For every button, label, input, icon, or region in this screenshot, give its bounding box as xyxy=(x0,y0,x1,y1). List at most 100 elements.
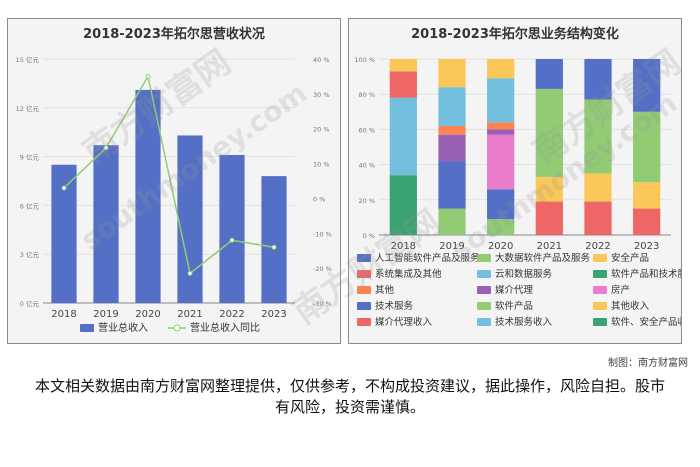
stacked-segment xyxy=(535,176,563,202)
legend-swatch xyxy=(477,302,491,310)
legend-swatch xyxy=(477,286,491,294)
y2-tick-label: -20 % xyxy=(313,265,332,273)
legend-label: 媒介代理 xyxy=(495,284,534,296)
revenue-chart: 0 亿元 3 亿元 6 亿元 9 亿元 12 亿元 15 亿元 -30 % -20 % -10 … xyxy=(16,55,332,334)
yoy-point xyxy=(271,244,277,250)
right-chart-title: 2018-2023年拓尔思业务结构变化 xyxy=(411,27,619,42)
stacked-segment xyxy=(487,129,515,135)
stacked-segment xyxy=(584,201,612,235)
legend-swatch xyxy=(357,286,371,294)
legend-swatch xyxy=(357,270,371,278)
legend-label: 安全产品 xyxy=(611,252,649,264)
y2-tick-label: 0 % xyxy=(313,195,325,203)
stacked-segment xyxy=(389,97,417,176)
y-tick-label: 15 亿元 xyxy=(16,55,40,64)
y-tick-label: 9 亿元 xyxy=(20,153,40,162)
right-chart-panel: 2018-2023年拓尔思业务结构变化 0 % 20 % 40 % 60 % 80 % 1… xyxy=(348,18,682,344)
legend-label: 人工智能软件产品及服务 xyxy=(375,252,480,264)
stacked-segment xyxy=(487,78,515,123)
legend-label: 云和数据服务 xyxy=(495,268,553,280)
revenue-bar xyxy=(219,154,245,303)
y-tick-label: 100 % xyxy=(354,56,375,64)
y-tick-label: 12 亿元 xyxy=(16,104,40,113)
x-tick-label: 2022 xyxy=(585,241,610,252)
x-tick-label: 2022 xyxy=(219,309,244,320)
revenue-bar xyxy=(261,176,287,303)
stacked-segment xyxy=(584,173,612,202)
legend-label: 房产 xyxy=(611,284,630,296)
y2-tick-label: 20 % xyxy=(313,126,330,134)
legend-label-revenue: 营业总收入 xyxy=(98,321,148,334)
stacked-segment xyxy=(584,59,612,100)
yoy-point xyxy=(145,73,151,79)
stacked-segment xyxy=(389,59,417,72)
legend-swatch xyxy=(593,286,607,294)
y2-tick-label: 10 % xyxy=(313,161,330,169)
y2-tick-label: 30 % xyxy=(313,91,330,99)
stacked-segment xyxy=(438,59,466,88)
x-tick-label: 2021 xyxy=(177,309,202,320)
legend-swatch xyxy=(593,318,607,326)
y-tick-label: 80 % xyxy=(358,91,375,99)
legend-swatch xyxy=(477,270,491,278)
left-chart-panel: 2018-2023年拓尔思营收状况 0 亿元 3 亿元 6 亿元 9 亿元 12 亿元 1… xyxy=(7,18,341,344)
legend-swatch xyxy=(593,270,607,278)
y-tick-label: 40 % xyxy=(358,162,375,170)
y2-tick-label: -10 % xyxy=(313,230,332,238)
legend-swatch-revenue xyxy=(80,324,94,332)
stacked-segment xyxy=(535,88,563,177)
legend-label: 技术服务收入 xyxy=(495,316,553,328)
stacked-segment xyxy=(633,208,661,235)
stacked-segment xyxy=(535,59,563,89)
yoy-point xyxy=(103,145,109,151)
x-tick-label: 2019 xyxy=(93,309,118,320)
stacked-segment xyxy=(633,182,661,209)
legend-label: 系统集成及其他 xyxy=(375,268,442,280)
legend-swatch xyxy=(357,254,371,262)
x-tick-label: 2018 xyxy=(391,241,416,252)
legend-label: 其他 xyxy=(375,284,395,296)
yoy-line xyxy=(63,74,275,275)
y2-tick-label: -30 % xyxy=(313,300,332,308)
legend-swatch xyxy=(593,254,607,262)
stacked-segment xyxy=(535,201,563,235)
stacked-segment xyxy=(487,189,515,220)
yoy-point xyxy=(61,185,67,191)
stacked-segment xyxy=(438,208,466,235)
yoy-point xyxy=(229,237,235,243)
y2-tick-label: 40 % xyxy=(313,56,330,64)
legend-label: 软件产品和技术服务 xyxy=(611,268,681,280)
yoy-point xyxy=(187,270,193,276)
stacked-segment xyxy=(438,161,466,209)
legend-swatch xyxy=(477,318,491,326)
legend-swatch xyxy=(357,302,371,310)
legend-swatch-yoy-point xyxy=(173,324,181,332)
y-tick-label: 0 亿元 xyxy=(20,299,40,308)
y-tick-label: 6 亿元 xyxy=(20,201,40,210)
legend-label: 软件、安全产品收入 xyxy=(611,316,681,328)
source-note: 制图：南方财富网 xyxy=(608,358,688,369)
business-structure-chart: 0 % 20 % 40 % 60 % 80 % 100 % 2018 2019 2020 2021… xyxy=(354,56,681,328)
legend-label-yoy: 营业总收入同比 xyxy=(190,321,260,334)
y-tick-label: 20 % xyxy=(358,197,375,205)
legend-label: 媒介代理收入 xyxy=(375,316,433,328)
revenue-bar xyxy=(177,135,203,303)
y-tick-label: 0 % xyxy=(363,232,375,240)
revenue-bar xyxy=(93,145,119,303)
x-tick-label: 2020 xyxy=(488,241,513,252)
x-tick-label: 2018 xyxy=(51,309,76,320)
x-tick-label: 2019 xyxy=(439,241,464,252)
legend-label: 大数据软件产品及服务 xyxy=(495,252,591,264)
left-chart-title: 2018-2023年拓尔思营收状况 xyxy=(83,27,265,42)
revenue-bar xyxy=(135,89,161,303)
stacked-segment xyxy=(438,125,466,135)
stacked-segment xyxy=(389,175,417,235)
stacked-segment xyxy=(487,122,515,130)
stacked-segment xyxy=(389,71,417,98)
disclaimer-text: 本文相关数据由南方财富网整理提供，仅供参考，不构成投资建议，据此操作，风险自担。… xyxy=(34,377,665,416)
x-tick-label: 2023 xyxy=(261,309,286,320)
x-tick-label: 2023 xyxy=(634,241,659,252)
legend-swatch xyxy=(593,302,607,310)
stacked-segment xyxy=(633,111,661,183)
stacked-segment xyxy=(487,59,515,79)
